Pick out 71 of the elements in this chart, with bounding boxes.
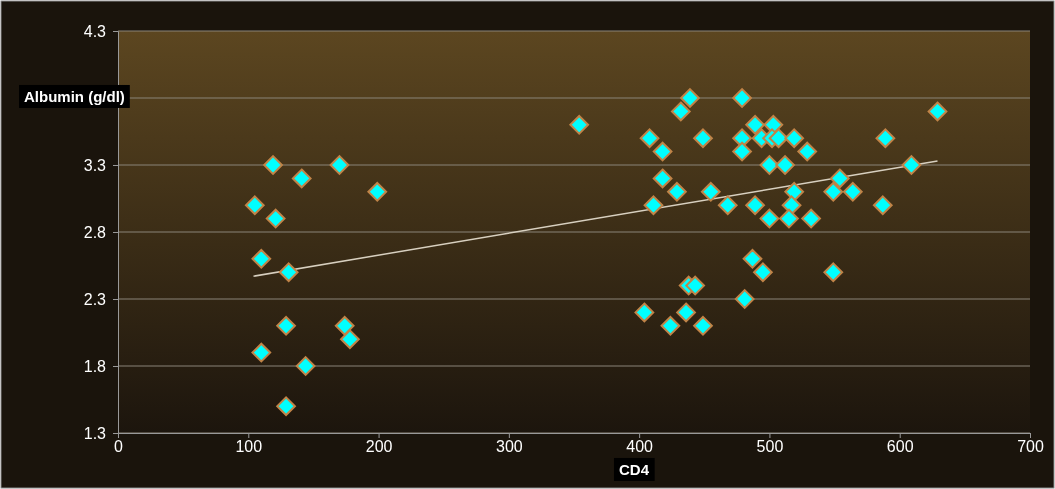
point	[251, 248, 272, 269]
point	[732, 88, 752, 108]
point	[329, 155, 350, 175]
point	[797, 141, 818, 162]
point	[340, 329, 360, 350]
x-tick-label: 300	[496, 438, 523, 456]
point	[842, 181, 863, 202]
y-tick-label: 4.3	[83, 22, 107, 40]
y-tick-label: 3.3	[83, 156, 107, 174]
point	[779, 208, 799, 229]
point	[753, 262, 773, 283]
point	[717, 195, 738, 216]
point	[745, 195, 765, 216]
x-tick-label: 500	[756, 438, 784, 456]
point	[781, 195, 802, 216]
point	[634, 302, 655, 323]
point	[927, 101, 948, 122]
point	[639, 128, 660, 149]
point	[334, 315, 355, 336]
x-tick-label: 700	[1017, 438, 1044, 456]
point	[643, 195, 664, 216]
point	[829, 168, 850, 189]
point	[569, 114, 590, 135]
point	[745, 114, 765, 135]
point	[901, 155, 922, 175]
y-tick-label: 2.3	[83, 290, 107, 308]
x-tick-label: 0	[114, 438, 124, 456]
point	[670, 101, 691, 122]
point	[693, 128, 713, 149]
point	[768, 128, 789, 149]
y-tick-label: 2.8	[83, 223, 107, 241]
x-tick-label: 400	[626, 438, 654, 456]
point	[276, 315, 296, 336]
point	[667, 181, 687, 202]
point	[685, 275, 706, 296]
point	[265, 208, 286, 229]
y-tick-label: 1.8	[83, 357, 107, 375]
y-tick-label: 1.3	[83, 424, 107, 442]
point	[775, 155, 795, 175]
point	[823, 262, 844, 283]
point	[693, 315, 713, 336]
point	[676, 302, 696, 323]
point	[742, 248, 763, 269]
point	[734, 289, 755, 309]
point	[875, 128, 896, 149]
point	[251, 342, 272, 363]
point	[801, 208, 821, 229]
point	[652, 141, 673, 162]
x-tick-label: 200	[365, 438, 393, 456]
point	[276, 396, 296, 417]
point	[732, 141, 752, 162]
x-axis-title: CD4	[618, 460, 650, 478]
x-tick-label: 600	[886, 438, 914, 456]
point	[652, 168, 673, 189]
point	[700, 181, 721, 202]
point	[872, 195, 893, 216]
point	[784, 181, 805, 202]
point	[759, 155, 780, 175]
point	[759, 208, 780, 229]
point	[823, 181, 844, 202]
point	[784, 128, 805, 149]
point	[367, 181, 388, 202]
point	[660, 315, 681, 336]
x-tick-label: 100	[235, 438, 263, 456]
point	[295, 356, 316, 376]
point	[680, 88, 700, 108]
point	[244, 195, 265, 216]
point	[291, 168, 312, 189]
y-axis-title: Albumin (g/dl)	[24, 87, 125, 105]
point	[263, 155, 283, 175]
point	[278, 262, 299, 283]
